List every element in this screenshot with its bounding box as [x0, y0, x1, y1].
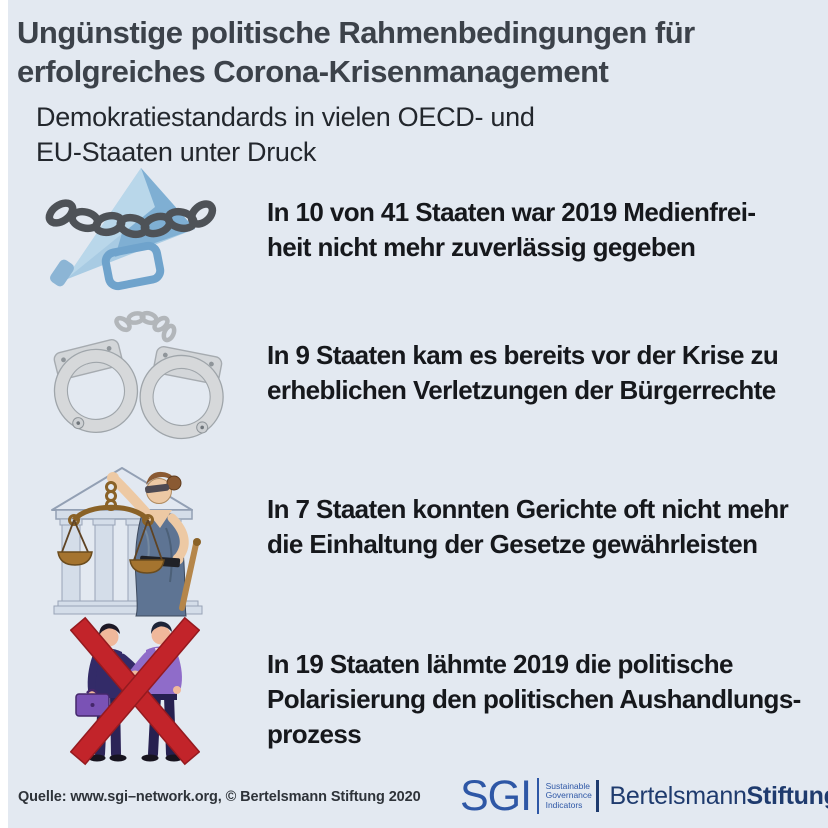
page-title-line1: Ungünstige politische Rahmenbedingungen … — [17, 15, 695, 50]
fact-2-line-1: In 9 Staaten kam es bereits vor der Kris… — [267, 340, 779, 370]
left-margin-strip — [0, 0, 8, 828]
page-title-line2: erfolgreiches Corona-Krisenmanagement — [17, 54, 609, 89]
fact-3-line-2: die Einhaltung der Gesetze gewährleisten — [267, 529, 758, 559]
sgi-logo-divider — [537, 778, 539, 814]
lady-justice-icon — [46, 458, 216, 618]
fact-text-rule-of-law: In 7 Staaten konnten Gerichte oft nicht … — [267, 492, 823, 562]
sgi-tagline-line3: Indicators — [545, 799, 583, 810]
page-subtitle-line1: Demokratiestandards in vielen OECD- und — [36, 102, 535, 132]
sgi-logo: SGI Sustainable Governance Indicators — [460, 774, 592, 818]
sgi-tagline-line1: Sustainable — [545, 780, 590, 791]
fact-text-media-freedom: In 10 von 41 Staaten war 2019 Medienfrei… — [267, 195, 823, 265]
bertelsmann-name-bold: Stiftung — [746, 781, 828, 810]
fact-4-line-2: Polarisierung den politischen Aushandlun… — [267, 684, 801, 714]
fact-3-line-1: In 7 Staaten konnten Gerichte oft nicht … — [267, 494, 789, 524]
handcuffs-icon — [40, 305, 240, 445]
chained-megaphone-icon — [45, 163, 220, 303]
fact-text-polarization: In 19 Staaten lähmte 2019 die politische… — [267, 647, 823, 752]
fact-text-civil-rights: In 9 Staaten kam es bereits vor der Kris… — [267, 338, 823, 408]
source-note: Quelle: www.sgi–network.org, © Bertelsma… — [18, 789, 421, 805]
fact-1-line-2: heit nicht mehr zuverlässig gegeben — [267, 232, 696, 262]
sgi-tagline-line2: Governance — [545, 790, 592, 801]
fact-2-line-2: erheblichen Verletzungen der Bürgerrecht… — [267, 375, 776, 405]
page-subtitle: Demokratiestandards in vielen OECD- und … — [36, 100, 535, 170]
fact-1-line-1: In 10 von 41 Staaten war 2019 Medienfrei… — [267, 197, 756, 227]
sgi-logo-tagline: Sustainable Governance Indicators — [545, 780, 592, 811]
bertelsmann-logo-bar — [596, 780, 599, 812]
bertelsmann-name-regular: Bertelsmann — [609, 781, 747, 810]
page-subtitle-line2: EU-Staaten unter Druck — [36, 137, 317, 167]
sgi-logo-abbr: SGI — [460, 772, 532, 820]
fact-4-line-3: prozess — [267, 719, 362, 749]
fact-4-line-1: In 19 Staaten lähmte 2019 die politische — [267, 649, 733, 679]
cancelled-handshake-icon — [69, 616, 201, 766]
page-title: Ungünstige politische Rahmenbedingungen … — [17, 13, 695, 91]
